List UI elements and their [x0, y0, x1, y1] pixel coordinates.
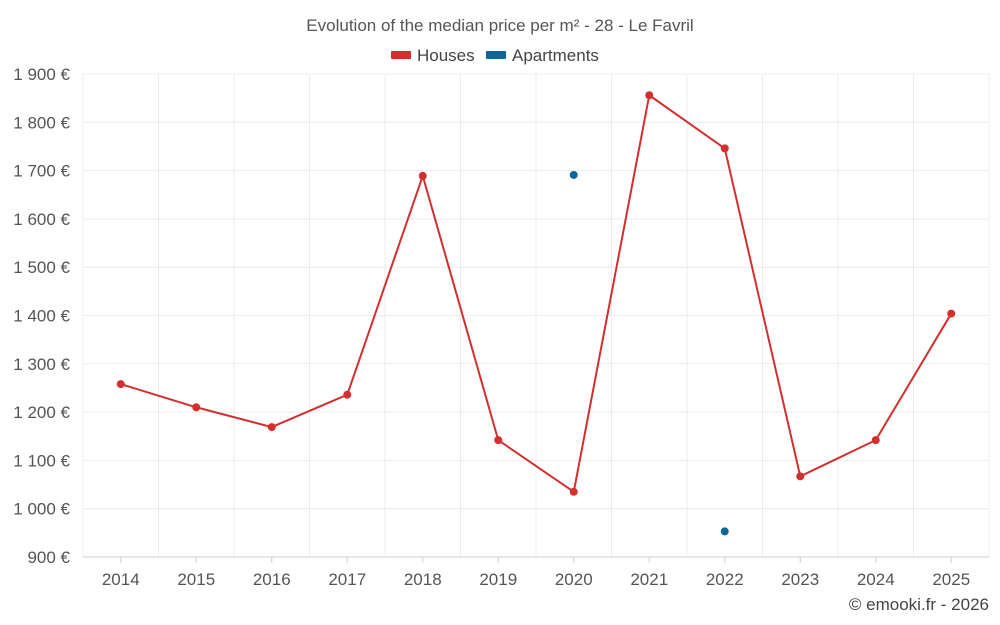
y-tick-label: 1 400 €	[13, 307, 70, 326]
chart-title: Evolution of the median price per m² - 2…	[306, 16, 693, 35]
legend-swatch-houses	[391, 51, 411, 59]
data-point-houses-2023[interactable]	[796, 472, 805, 481]
data-point-apartments-2022[interactable]	[720, 527, 729, 536]
y-tick-label: 1 700 €	[13, 162, 70, 181]
series-line-houses	[120, 94, 953, 493]
credit-text: © emooki.fr - 2026	[849, 595, 989, 614]
y-tick-label: 1 500 €	[13, 258, 70, 277]
series-apartments	[569, 170, 729, 536]
y-tick-label: 1 800 €	[13, 113, 70, 132]
data-point-apartments-2020[interactable]	[569, 170, 578, 179]
y-tick-label: 1 100 €	[13, 451, 70, 470]
x-tick-label: 2018	[404, 570, 442, 589]
x-tick-label: 2016	[253, 570, 291, 589]
data-point-houses-2015[interactable]	[192, 403, 201, 412]
series-marks	[116, 91, 956, 536]
legend-swatch-apartments	[486, 51, 506, 59]
y-tick-label: 900 €	[27, 548, 70, 567]
x-tick-label: 2019	[479, 570, 517, 589]
legend-label-houses: Houses	[417, 46, 475, 65]
data-point-houses-2019[interactable]	[494, 436, 503, 445]
data-point-houses-2014[interactable]	[116, 380, 125, 389]
y-tick-label: 1 300 €	[13, 355, 70, 374]
x-tick-label: 2015	[177, 570, 215, 589]
x-tick-label: 2022	[706, 570, 744, 589]
x-tick-label: 2023	[781, 570, 819, 589]
x-tick-label: 2020	[555, 570, 593, 589]
data-point-houses-2018[interactable]	[418, 171, 427, 180]
axes: 900 € 1 000 € 1 100 € 1 200 € 1 300 € 1 400 €…	[13, 65, 989, 589]
y-tick-label: 1 000 €	[13, 500, 70, 519]
grid-lines	[82, 73, 990, 557]
data-point-houses-2021[interactable]	[645, 91, 654, 100]
legend-item-apartments[interactable]: Apartments	[486, 46, 599, 65]
data-point-houses-2025[interactable]	[947, 309, 956, 318]
series-houses	[116, 91, 956, 496]
x-tick-label: 2024	[857, 570, 895, 589]
x-tick-label: 2014	[102, 570, 140, 589]
x-tick-label: 2021	[630, 570, 668, 589]
data-point-houses-2024[interactable]	[871, 436, 880, 445]
x-tick-label: 2017	[328, 570, 366, 589]
legend-label-apartments: Apartments	[512, 46, 599, 65]
data-point-houses-2020[interactable]	[569, 487, 578, 496]
x-tick-label: 2025	[932, 570, 970, 589]
data-point-houses-2017[interactable]	[343, 390, 352, 399]
chart-legend: Houses Apartments	[391, 46, 599, 65]
data-point-houses-2016[interactable]	[267, 423, 276, 432]
legend-item-houses[interactable]: Houses	[391, 46, 475, 65]
y-tick-label: 1 200 €	[13, 403, 70, 422]
y-tick-label: 1 600 €	[13, 210, 70, 229]
y-tick-label: 1 900 €	[13, 65, 70, 84]
data-point-houses-2022[interactable]	[720, 144, 729, 153]
